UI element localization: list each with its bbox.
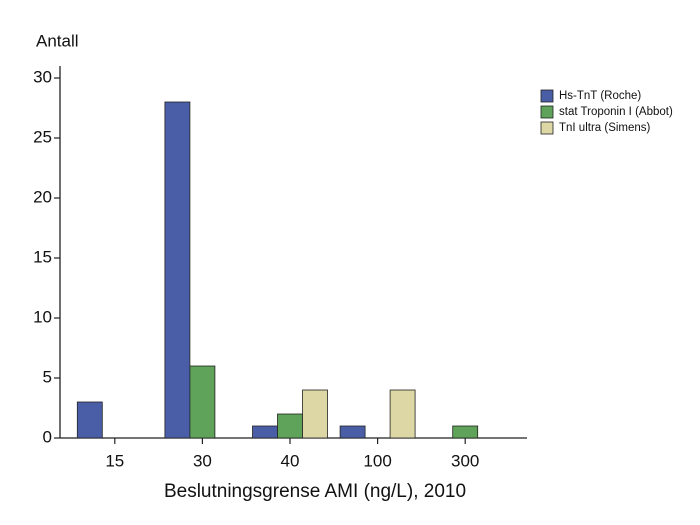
x-tick-label: 15	[105, 451, 124, 470]
legend-swatch	[540, 121, 554, 135]
legend-label: Hs-TnT (Roche)	[559, 90, 641, 102]
x-tick-label: 40	[281, 451, 300, 470]
legend-swatch	[540, 89, 554, 103]
bar	[302, 389, 328, 439]
bar	[164, 101, 191, 439]
y-tick-label: 5	[43, 367, 52, 386]
y-tick-label: 10	[33, 307, 52, 326]
bar	[339, 425, 366, 439]
x-tick-label: 300	[451, 451, 479, 470]
y-tick-label: 20	[33, 187, 52, 206]
y-tick-label: 25	[33, 127, 52, 146]
bar	[76, 401, 103, 439]
y-tick-label: 0	[43, 427, 52, 446]
y-tick-label: 30	[33, 67, 52, 86]
y-tick-label: 15	[33, 247, 52, 266]
legend-swatch	[540, 105, 554, 119]
legend-label: TnI ultra (Simens)	[559, 122, 651, 134]
bar	[277, 413, 303, 439]
bar	[452, 425, 479, 439]
bar	[389, 389, 416, 439]
legend-label: stat Troponin I (Abbot)	[559, 106, 673, 118]
bar	[189, 365, 216, 439]
y-axis-title: Antall	[36, 31, 79, 50]
x-tick-label: 30	[193, 451, 212, 470]
bar	[252, 425, 278, 439]
x-tick-label: 100	[363, 451, 391, 470]
x-axis-title: Beslutningsgrense AMI (ng/L), 2010	[164, 481, 466, 502]
